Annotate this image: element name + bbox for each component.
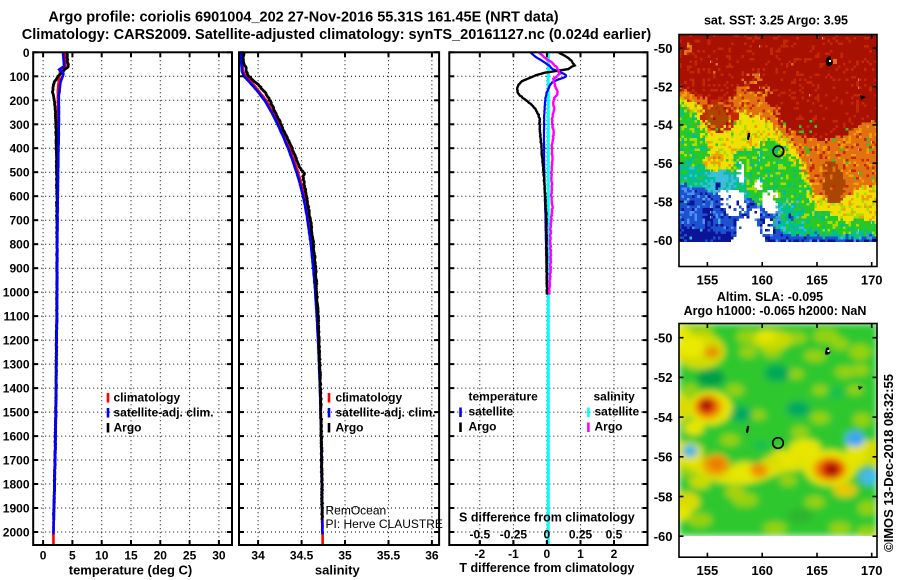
svg-text:170: 170 (861, 272, 883, 287)
svg-text:-58: -58 (654, 194, 673, 209)
svg-text:170: 170 (861, 563, 883, 578)
svg-text:0: 0 (544, 547, 551, 561)
svg-text:-2: -2 (474, 547, 485, 561)
svg-text:200: 200 (9, 94, 29, 108)
svg-text:100: 100 (9, 70, 29, 84)
svg-text:0.25: 0.25 (569, 528, 593, 542)
svg-text:-50: -50 (654, 331, 673, 346)
svg-text:Argo profile: coriolis 6901004: Argo profile: coriolis 6901004_202 27-No… (48, 10, 558, 26)
svg-text:-56: -56 (654, 156, 673, 171)
svg-text:-52: -52 (654, 79, 673, 94)
svg-text:35.5: 35.5 (377, 549, 401, 563)
svg-text:600: 600 (9, 190, 29, 204)
svg-text:5: 5 (69, 549, 76, 563)
svg-text:700: 700 (9, 214, 29, 228)
svg-text:satellite: satellite (595, 405, 640, 419)
svg-text:155: 155 (697, 272, 719, 287)
svg-text:300: 300 (9, 118, 29, 132)
svg-text:165: 165 (806, 563, 828, 578)
svg-text:34: 34 (251, 549, 265, 563)
svg-text:1200: 1200 (3, 334, 30, 348)
svg-text:Argo: Argo (595, 420, 623, 434)
svg-text:Climatology: CARS2009. Satelli: Climatology: CARS2009. Satellite-adjuste… (22, 27, 652, 43)
svg-text:1000: 1000 (3, 286, 30, 300)
svg-text:34.5: 34.5 (290, 549, 314, 563)
svg-text:satellite-adj. clim.: satellite-adj. clim. (114, 406, 214, 420)
svg-text:temperature: temperature (469, 390, 539, 404)
svg-text:Altim. SLA: -0.095: Altim. SLA: -0.095 (717, 290, 823, 304)
svg-text:0: 0 (544, 528, 551, 542)
svg-text:20: 20 (154, 549, 168, 563)
svg-text:Argo h1000: -0.065 h2000: NaN: Argo h1000: -0.065 h2000: NaN (684, 304, 867, 318)
svg-text:satellite-adj. clim.: satellite-adj. clim. (336, 406, 436, 420)
svg-text:15: 15 (124, 549, 138, 563)
svg-text:-54: -54 (654, 410, 674, 425)
svg-text:-58: -58 (654, 489, 673, 504)
svg-text:1300: 1300 (3, 358, 30, 372)
svg-text:Argo: Argo (469, 420, 497, 434)
svg-text:RemOcean: RemOcean (326, 504, 387, 518)
svg-text:900: 900 (9, 262, 29, 276)
svg-text:10: 10 (95, 549, 109, 563)
svg-text:160: 160 (751, 272, 773, 287)
svg-text:165: 165 (806, 272, 828, 287)
svg-text:160: 160 (751, 563, 773, 578)
svg-text:500: 500 (9, 166, 29, 180)
svg-text:2000: 2000 (3, 526, 30, 540)
svg-text:0: 0 (23, 46, 30, 60)
svg-text:0.5: 0.5 (606, 528, 623, 542)
svg-text:1100: 1100 (3, 310, 29, 324)
svg-text:PI: Herve CLAUSTRE: PI: Herve CLAUSTRE (326, 517, 443, 531)
svg-text:climatology: climatology (336, 391, 403, 405)
svg-text:2: 2 (611, 547, 618, 561)
svg-text:salinity: salinity (315, 563, 361, 578)
svg-text:-60: -60 (654, 529, 673, 544)
svg-text:S difference from climatology: S difference from climatology (459, 511, 635, 525)
svg-text:-54: -54 (654, 118, 674, 133)
svg-text:30: 30 (212, 549, 226, 563)
svg-text:Argo: Argo (336, 421, 364, 435)
svg-text:800: 800 (9, 238, 29, 252)
svg-text:155: 155 (697, 563, 719, 578)
svg-text:-50: -50 (654, 41, 673, 56)
svg-text:400: 400 (9, 142, 29, 156)
svg-text:-56: -56 (654, 450, 673, 465)
svg-text:-0.5: -0.5 (469, 528, 490, 542)
svg-text:sat. SST: 3.25 Argo: 3.95: sat. SST: 3.25 Argo: 3.95 (704, 14, 848, 28)
svg-text:T difference from climatology: T difference from climatology (459, 561, 634, 575)
svg-text:1600: 1600 (3, 430, 30, 444)
svg-text:-52: -52 (654, 370, 673, 385)
svg-text:1800: 1800 (3, 478, 30, 492)
svg-text:©IMOS 13-Dec-2018 08:32:55: ©IMOS 13-Dec-2018 08:32:55 (881, 374, 896, 552)
svg-text:35: 35 (338, 549, 352, 563)
svg-text:1: 1 (577, 547, 584, 561)
svg-text:satellite: satellite (469, 405, 514, 419)
svg-text:1500: 1500 (3, 406, 30, 420)
svg-text:-60: -60 (654, 233, 673, 248)
svg-text:1900: 1900 (3, 502, 30, 516)
svg-text:-1: -1 (508, 547, 519, 561)
svg-text:salinity: salinity (594, 390, 636, 404)
svg-text:climatology: climatology (114, 391, 181, 405)
svg-text:25: 25 (183, 549, 197, 563)
svg-text:0: 0 (40, 549, 47, 563)
svg-text:1700: 1700 (3, 454, 30, 468)
svg-text:-0.25: -0.25 (500, 528, 528, 542)
svg-text:temperature (deg C): temperature (deg C) (69, 563, 193, 578)
svg-text:36: 36 (425, 549, 439, 563)
svg-text:Argo: Argo (114, 421, 142, 435)
svg-text:1400: 1400 (3, 382, 30, 396)
